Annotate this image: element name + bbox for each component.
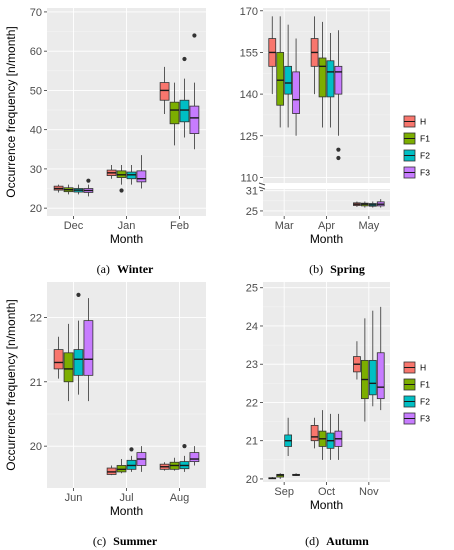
winter-y-tick-label: 40 (30, 125, 42, 137)
spring-legend: H F1 F2 F3 (403, 115, 430, 179)
winter-y-tick-label: 50 (30, 85, 42, 97)
winter-y-tick-label: 60 (30, 46, 42, 58)
spring-x-tick-label-apr: Apr (318, 220, 335, 232)
winter-y-axis-title: Occurrence frequency [n/month] (4, 26, 18, 197)
caption-autumn: (d) Autumn (305, 534, 369, 548)
autumn-x-tick-label-sep: Sep (274, 486, 294, 498)
summer-y-tick-label: 21 (30, 377, 42, 389)
autumn-nov-f3-box (376, 352, 385, 400)
autumn-legend: H F1 F2 F3 (403, 361, 430, 425)
spring-x-tick-label-may: May (358, 220, 379, 232)
spring-apr-f3-outlier (336, 147, 341, 152)
spring-y-tick-label: 140 (240, 89, 258, 101)
spring-mar-f3-box (292, 71, 300, 114)
spring-y-tick-label: 170 (240, 6, 258, 18)
spring-mar-f1-box (276, 52, 285, 106)
winter-dec-f3-outlier (86, 178, 91, 183)
summer-aug-f3-box (189, 452, 200, 463)
caption-winter-label: (a) (97, 262, 110, 276)
summer-x-axis-title: Month (110, 504, 143, 518)
spring-legend-label-f2: F2 (420, 151, 430, 161)
spring-y-tick-label: 31 (246, 186, 258, 198)
caption-autumn-title: Autumn (326, 534, 369, 548)
spring-mar-f2-box (284, 65, 293, 95)
spring-axis-break-mark (258, 182, 266, 186)
spring-legend-label-f3: F3 (420, 168, 430, 178)
autumn-x-tick-label-nov: Nov (359, 486, 379, 498)
caption-winter: (a) Winter (97, 262, 154, 276)
autumn-legend-label-f1: F1 (420, 380, 430, 390)
summer-y-tick-label: 22 (30, 312, 42, 324)
spring-y-tick-label: 125 (240, 131, 258, 143)
summer-x-tick-label-aug: Aug (170, 492, 190, 504)
autumn-x-axis-title: Month (310, 498, 343, 512)
autumn-x-tick-label-oct: Oct (318, 486, 335, 498)
autumn-y-tick-label: 23 (246, 359, 258, 371)
autumn-legend-label-f3: F3 (420, 414, 430, 424)
autumn-y-tick-label: 21 (246, 436, 258, 448)
winter-feb-f1-box (169, 101, 180, 125)
winter-x-tick-label-jan: Jan (118, 220, 136, 232)
autumn-y-tick-label: 24 (246, 321, 258, 333)
summer-aug-f2-outlier (182, 444, 187, 449)
spring-apr-f2-box (326, 60, 335, 98)
summer-jun-f2-outlier (76, 292, 81, 297)
winter-y-tick-label: 20 (30, 203, 42, 215)
summer-jun-f1-box (63, 352, 74, 383)
caption-winter-title: Winter (117, 262, 154, 276)
caption-spring-title: Spring (330, 262, 365, 276)
winter-jan-f1-outlier (119, 188, 124, 193)
spring-apr-f1-box (318, 57, 327, 98)
winter-y-tick-label: 30 (30, 164, 42, 176)
winter-feb-f3-box (189, 105, 200, 134)
panel-autumn: 20 21 22 23 24 25 Sep Oct Nov Month H F1 F2 F3 (246, 282, 430, 512)
spring-axis-break-mark (258, 186, 266, 190)
panel-spring: 110 125 140 155 170 25 31 Mar Apr May Month H F1 F2 F3 (240, 6, 431, 246)
caption-summer-label: (c) (93, 534, 106, 548)
autumn-legend-label-f2: F2 (420, 397, 430, 407)
summer-jun-f3-box (83, 320, 94, 376)
spring-apr-f3-outlier (336, 155, 341, 161)
spring-apr-f3-box (334, 65, 343, 95)
summer-y-axis-title: Occurrence frequency [n/month] (4, 299, 18, 470)
panel-summer: 20 21 22 Jun Jul Aug Month Occurrence frequency… (4, 282, 206, 518)
panel-winter: 20 30 40 50 60 70 Dec Jan Feb Month Occurrence fre… (4, 7, 206, 246)
autumn-y-tick-label: 25 (246, 283, 258, 295)
summer-jun-h-box (53, 349, 64, 370)
autumn-oct-h-box (310, 425, 319, 442)
summer-jul-f2-outlier (129, 447, 134, 452)
autumn-legend-label-h: H (420, 363, 426, 373)
winter-x-tick-label-feb: Feb (170, 220, 189, 232)
spring-y-tick-label: 25 (246, 206, 258, 218)
summer-x-tick-label-jul: Jul (119, 492, 133, 504)
summer-x-tick-label-jun: Jun (65, 492, 83, 504)
winter-jan-f3-box (136, 170, 147, 183)
spring-y-tick-label: 110 (240, 172, 258, 184)
winter-feb-f2-outlier (182, 56, 187, 62)
summer-y-tick-label: 20 (30, 441, 42, 453)
winter-x-tick-label-dec: Dec (64, 220, 84, 232)
autumn-y-tick-label: 22 (246, 397, 258, 409)
caption-summer-title: Summer (113, 534, 158, 548)
summer-jun-f2-box (73, 349, 84, 376)
caption-summer: (c) Summer (93, 534, 158, 548)
spring-legend-label-h: H (420, 117, 426, 127)
autumn-nov-f2-box (368, 359, 377, 396)
caption-spring-label: (b) (309, 262, 323, 276)
spring-y-tick-label: 155 (240, 47, 258, 59)
caption-autumn-label: (d) (305, 534, 319, 548)
spring-legend-label-f1: F1 (420, 134, 430, 144)
caption-spring: (b) Spring (309, 262, 365, 276)
winter-feb-f2-box (179, 99, 190, 123)
spring-x-tick-label-mar: Mar (275, 220, 294, 232)
spring-x-axis-title: Month (310, 232, 343, 246)
autumn-y-tick-label: 20 (246, 474, 258, 486)
winter-feb-f3-outlier (192, 33, 197, 38)
winter-y-tick-label: 70 (30, 7, 42, 19)
winter-feb-h-box (159, 82, 170, 101)
winter-x-axis-title: Month (110, 232, 143, 246)
